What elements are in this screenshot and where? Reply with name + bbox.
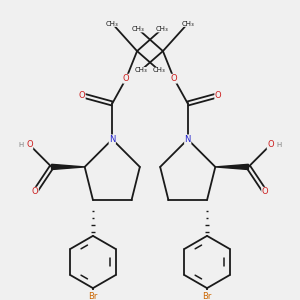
Text: O: O: [32, 187, 38, 196]
Text: O: O: [267, 140, 274, 149]
Polygon shape: [52, 164, 85, 169]
Text: CH₃: CH₃: [155, 26, 168, 32]
Text: O: O: [123, 74, 129, 83]
Text: Br: Br: [202, 292, 212, 300]
Text: O: O: [171, 74, 177, 83]
Text: H: H: [18, 142, 23, 148]
Text: O: O: [262, 187, 268, 196]
Text: N: N: [184, 135, 191, 144]
Text: N: N: [109, 135, 116, 144]
Polygon shape: [215, 164, 248, 169]
Text: CH₃: CH₃: [106, 20, 118, 26]
Text: CH₃: CH₃: [134, 68, 147, 74]
Text: Br: Br: [88, 292, 98, 300]
Text: CH₃: CH₃: [182, 20, 194, 26]
Text: CH₃: CH₃: [132, 26, 145, 32]
Text: H: H: [277, 142, 282, 148]
Text: O: O: [79, 91, 85, 100]
Text: O: O: [26, 140, 33, 149]
Text: O: O: [215, 91, 221, 100]
Text: CH₃: CH₃: [153, 68, 166, 74]
